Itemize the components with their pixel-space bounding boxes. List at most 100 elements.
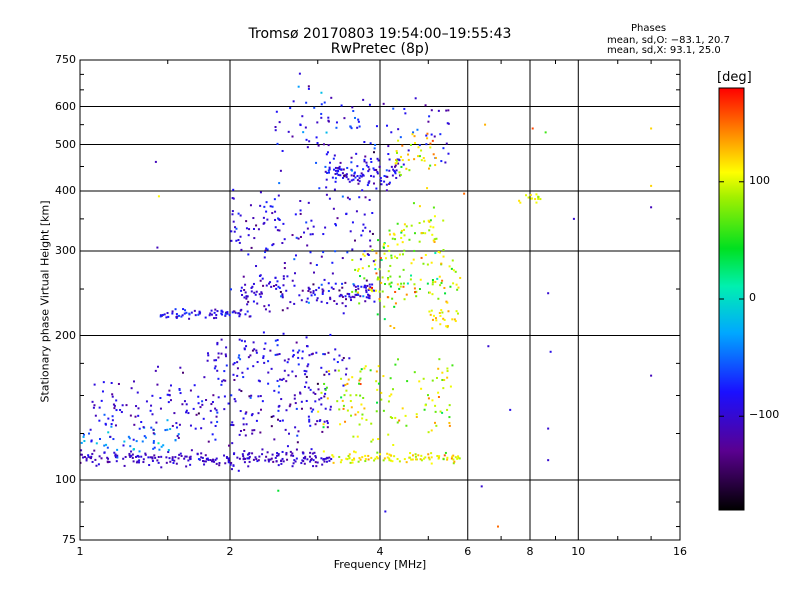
scatter-point: [409, 452, 412, 455]
scatter-point: [307, 363, 310, 366]
scatter-point: [276, 379, 279, 382]
scatter-point: [451, 364, 454, 367]
scatter-point: [227, 444, 230, 447]
scatter-point: [442, 147, 445, 150]
scatter-point: [363, 254, 366, 257]
scatter-point: [220, 352, 223, 355]
scatter-point: [259, 431, 262, 434]
scatter-point: [372, 167, 375, 170]
scatter-point: [310, 353, 313, 356]
scatter-point: [423, 220, 426, 223]
scatter-point: [415, 295, 418, 298]
scatter-point: [316, 420, 319, 423]
scatter-point: [215, 314, 218, 317]
scatter-point: [148, 464, 151, 467]
scatter-point: [142, 461, 145, 464]
scatter-point: [401, 407, 404, 410]
scatter-point: [358, 302, 361, 305]
scatter-point: [277, 391, 280, 394]
scatter-point: [185, 311, 188, 314]
scatter-point: [429, 142, 432, 145]
scatter-point: [399, 173, 402, 176]
scatter-point: [302, 457, 305, 460]
scatter-point: [165, 461, 168, 464]
scatter-point: [379, 257, 382, 260]
scatter-point: [320, 283, 323, 286]
scatter-point: [171, 456, 174, 459]
scatter-point: [411, 458, 414, 461]
scatter-point: [301, 451, 304, 454]
scatter-point: [247, 300, 250, 303]
scatter-point: [316, 297, 319, 300]
scatter-point: [376, 451, 379, 454]
scatter-point: [394, 165, 397, 168]
scatter-point: [212, 394, 215, 397]
scatter-point: [363, 286, 366, 289]
scatter-point: [255, 458, 258, 461]
scatter-point: [277, 464, 280, 467]
scatter-point: [83, 440, 86, 443]
scatter-point: [257, 412, 260, 415]
scatter-point: [334, 172, 337, 175]
scatter-point: [253, 291, 256, 294]
scatter-point: [305, 370, 308, 373]
scatter-point: [114, 456, 117, 459]
scatter-point: [319, 419, 322, 422]
scatter-point: [312, 225, 315, 228]
scatter-point: [328, 459, 331, 462]
scatter-point: [371, 438, 374, 441]
scatter-point: [428, 458, 431, 461]
scatter-point: [104, 422, 107, 425]
scatter-point: [252, 227, 255, 230]
scatter-point: [115, 460, 118, 463]
scatter-point: [448, 265, 451, 268]
scatter-point: [326, 397, 329, 400]
x-tick-label: 10: [571, 545, 586, 558]
scatter-point: [276, 142, 279, 145]
scatter-point: [247, 356, 250, 359]
scatter-point: [176, 434, 179, 437]
scatter-point: [190, 449, 193, 452]
scatter-point: [239, 410, 242, 413]
scatter-point: [247, 253, 250, 256]
scatter-point: [357, 293, 360, 296]
scatter-point: [390, 131, 393, 134]
scatter-point: [379, 177, 382, 180]
scatter-point: [112, 438, 115, 441]
scatter-point: [239, 214, 242, 217]
scatter-point: [362, 295, 365, 298]
scatter-point: [418, 287, 421, 290]
scatter-point: [376, 313, 379, 316]
scatter-point: [281, 296, 284, 299]
scatter-point: [339, 174, 342, 177]
scatter-point: [125, 404, 128, 407]
scatter-point: [390, 393, 393, 396]
scatter-point: [400, 165, 403, 168]
scatter-point: [341, 295, 344, 298]
scatter-point: [348, 357, 351, 360]
scatter-point: [149, 409, 152, 412]
scatter-point: [238, 433, 241, 436]
scatter-point: [443, 318, 446, 321]
scatter-point: [459, 276, 462, 279]
y-tick-label: 600: [55, 99, 76, 113]
scatter-point: [397, 158, 400, 161]
stats-x-mode: mean, sd,X: 93.1, 25.0: [607, 45, 721, 56]
scatter-point: [397, 128, 400, 131]
scatter-point: [203, 463, 206, 466]
scatter-point: [299, 235, 302, 238]
scatter-point: [278, 182, 281, 185]
scatter-point: [339, 461, 342, 464]
scatter-point: [257, 459, 260, 462]
scatter-point: [403, 249, 406, 252]
scatter-point: [438, 275, 441, 278]
scatter-point: [420, 149, 423, 152]
scatter-point: [388, 181, 391, 184]
scatter-point: [156, 246, 159, 249]
scatter-point: [262, 356, 265, 359]
scatter-point: [420, 459, 423, 462]
scatter-point: [245, 227, 248, 230]
scatter-point: [340, 104, 343, 107]
scatter-point: [341, 195, 344, 198]
scatter-point: [400, 155, 403, 158]
